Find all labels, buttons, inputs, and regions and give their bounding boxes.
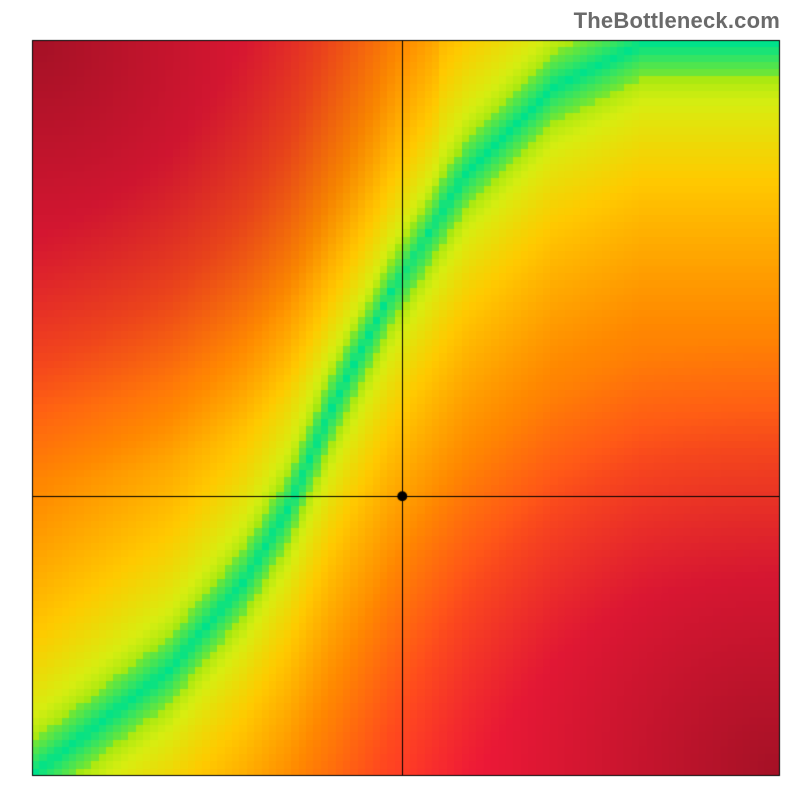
bottleneck-heatmap-canvas [0, 0, 800, 800]
watermark-text: TheBottleneck.com [574, 8, 780, 34]
